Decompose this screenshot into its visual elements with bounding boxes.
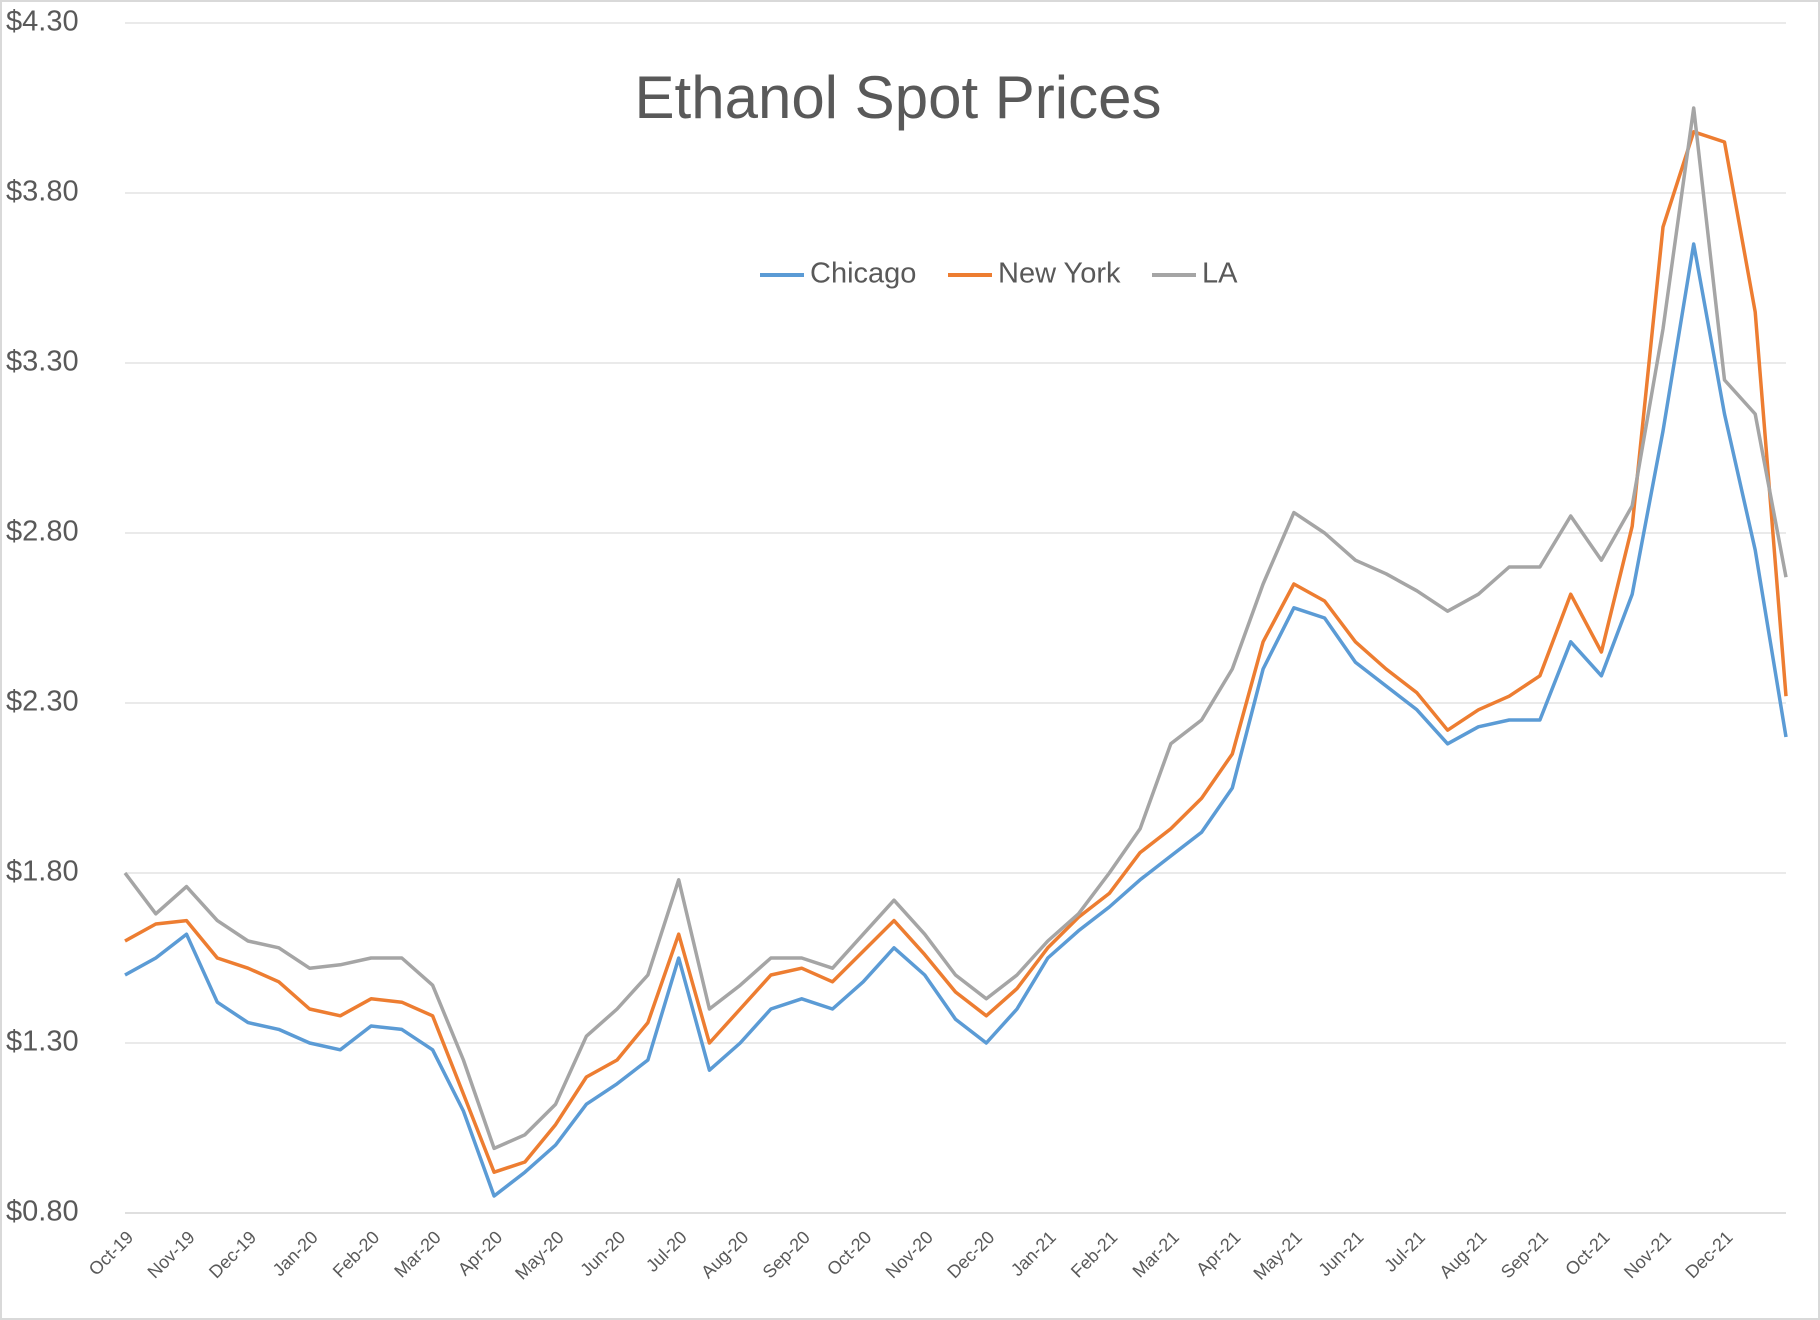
y-tick-label: $4.30: [6, 6, 79, 38]
series-line: [124, 130, 1788, 1174]
legend-label: LA: [1202, 258, 1238, 290]
series-line: [123, 106, 1788, 1151]
chart-title: Ethanol Spot Prices: [635, 64, 1162, 131]
y-tick-label: $3.30: [6, 346, 79, 378]
y-tick-label: $0.80: [6, 1196, 79, 1228]
y-tick-label: $1.30: [6, 1026, 79, 1058]
legend-label: New York: [998, 258, 1121, 290]
y-tick-label: $2.80: [6, 516, 79, 548]
y-tick-label: $2.30: [6, 686, 79, 718]
y-tick-label: $3.80: [6, 176, 79, 208]
series-line: [124, 242, 1788, 1198]
y-tick-label: $1.80: [6, 856, 79, 888]
legend-label: Chicago: [810, 258, 916, 290]
